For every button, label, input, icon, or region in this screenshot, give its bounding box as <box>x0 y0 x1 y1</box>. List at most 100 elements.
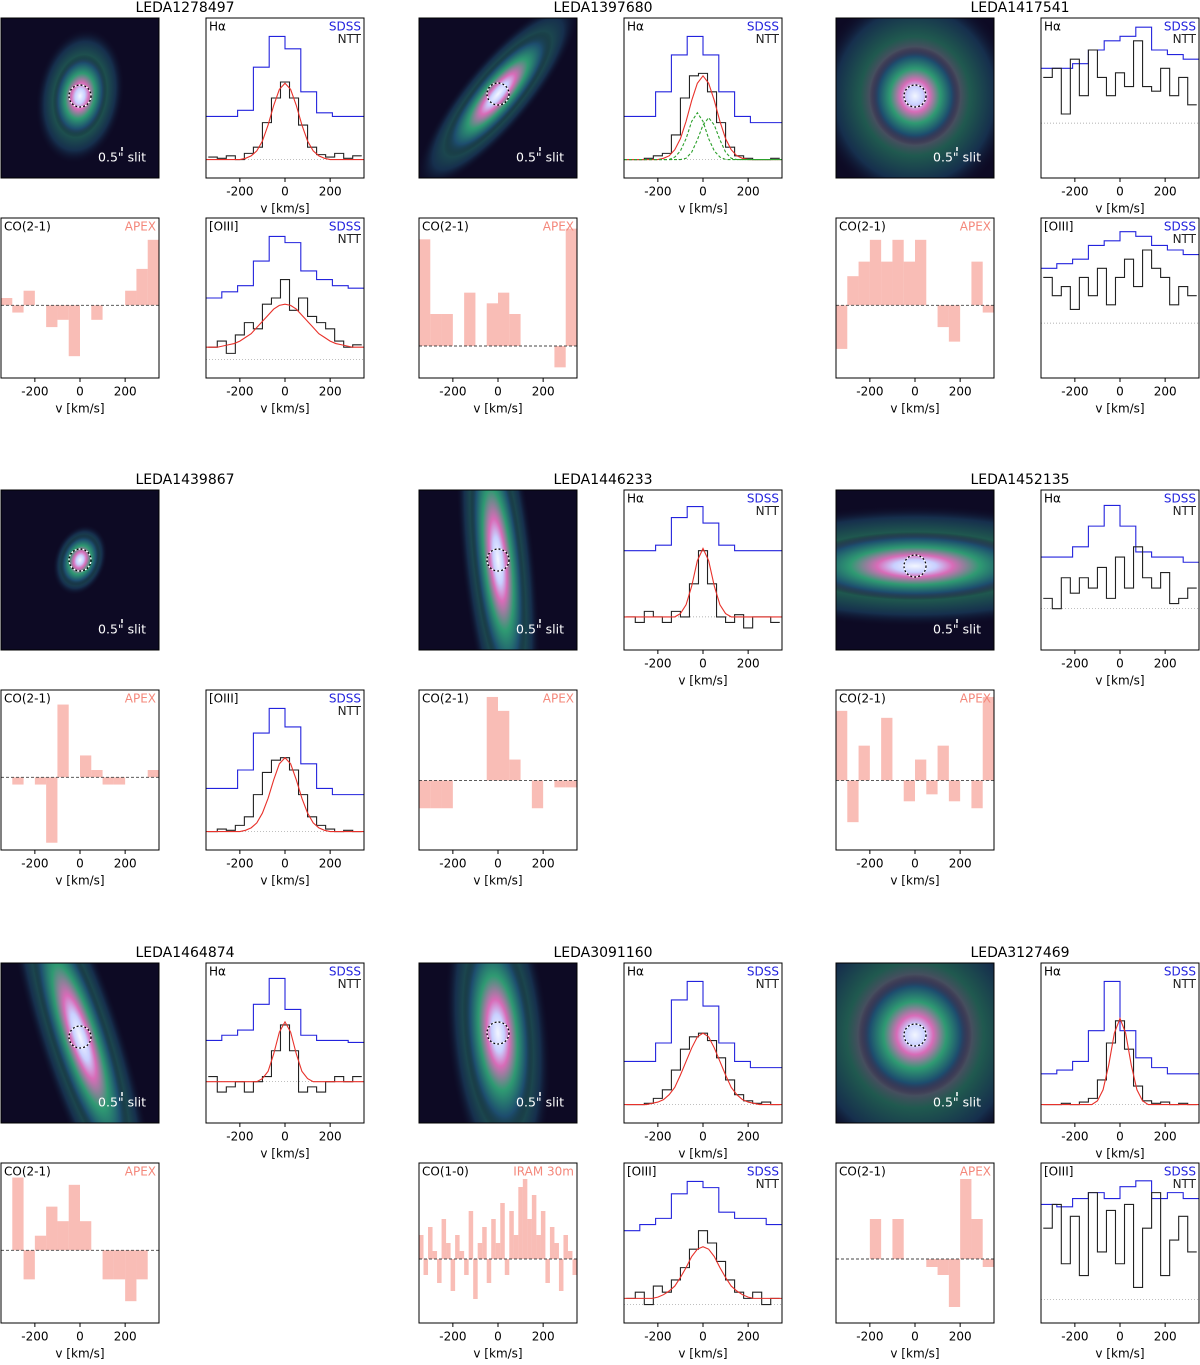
co-bar <box>565 780 577 788</box>
galaxy-title: LEDA1446233 <box>553 472 652 488</box>
x-tick-label: 200 <box>319 857 342 871</box>
spectrum-plot <box>206 235 364 360</box>
galaxy-image <box>836 963 994 1123</box>
slit-label: 0.5" slit <box>933 622 981 637</box>
x-tick-label: 200 <box>1154 1330 1177 1344</box>
x-tick-label: 200 <box>949 385 972 399</box>
galaxy-image <box>1 490 159 650</box>
slit-label: 0.5" slit <box>98 622 146 637</box>
image-frame <box>418 489 578 651</box>
x-axis-label: v [km/s] <box>473 402 522 416</box>
co-bar <box>881 261 893 306</box>
galaxy-body <box>29 963 131 1123</box>
step-spectrum <box>1043 546 1197 610</box>
legend-entry: APEX <box>125 220 156 234</box>
co-bar <box>450 1259 456 1291</box>
x-tick-label: -200 <box>644 657 671 671</box>
x-axis-label: v [km/s] <box>260 402 309 416</box>
co-bar <box>567 1251 573 1259</box>
co-bar <box>903 780 915 802</box>
spectrum-plot <box>836 1179 994 1307</box>
aperture-dark <box>486 1021 510 1045</box>
line-label: [OIII] <box>1044 220 1073 234</box>
step-spectrum <box>208 278 362 354</box>
x-tick-label: 0 <box>1116 1330 1124 1344</box>
x-tick-label: -200 <box>856 1330 883 1344</box>
line-label: CO(2-1) <box>4 1165 51 1179</box>
x-tick-label: 200 <box>1154 657 1177 671</box>
slit-label: 0.5" slit <box>933 1095 981 1110</box>
x-tick-label: 0 <box>1116 185 1124 199</box>
co-bar <box>881 717 893 781</box>
legend-entry: NTT <box>1173 232 1197 246</box>
x-tick-label: 200 <box>737 1130 760 1144</box>
x-axis-label: v [km/s] <box>473 874 522 888</box>
co-bar <box>836 305 848 349</box>
x-tick-label: 200 <box>532 1330 555 1344</box>
co-bar <box>80 755 92 778</box>
co-bar <box>430 314 442 346</box>
co-bar <box>509 1211 514 1259</box>
x-tick-label: -200 <box>1061 657 1088 671</box>
co-bar <box>125 1250 137 1302</box>
spectrum-plot <box>836 239 994 349</box>
x-tick-label: -200 <box>439 385 466 399</box>
galaxy-body <box>836 531 994 601</box>
co-bar <box>441 780 453 809</box>
co-bar <box>937 1259 949 1275</box>
image-frame <box>0 489 160 651</box>
legend-entry: SDSS <box>747 1165 779 1179</box>
aperture-dark <box>68 548 92 572</box>
x-axis-label: v [km/s] <box>260 1147 309 1161</box>
co-bar <box>91 770 103 778</box>
x-tick-label: 200 <box>114 1330 137 1344</box>
co-bar <box>498 710 510 781</box>
image-frame <box>0 962 160 1124</box>
legend-entry: APEX <box>125 1165 156 1179</box>
co-bar <box>423 1259 429 1275</box>
image-frame <box>835 962 995 1124</box>
co-bar <box>565 228 577 346</box>
co-bar <box>971 1219 983 1259</box>
spectrum-plot <box>836 696 994 823</box>
co-bar <box>572 1259 577 1275</box>
x-tick-label: 0 <box>494 385 502 399</box>
step-spectrum <box>1041 26 1199 69</box>
legend-entry: APEX <box>125 692 156 706</box>
co-bar <box>971 780 983 809</box>
aperture-light <box>68 84 92 108</box>
co-bar <box>486 1259 492 1283</box>
aperture-light <box>486 1021 510 1045</box>
co-bar <box>432 1251 438 1259</box>
step-spectrum <box>1041 231 1199 269</box>
co-bar <box>982 1259 994 1267</box>
x-tick-label: 200 <box>737 1330 760 1344</box>
aperture-dark <box>486 82 510 106</box>
co-bar <box>960 1179 972 1259</box>
aperture-light <box>486 548 510 572</box>
fit-curve <box>206 756 364 833</box>
x-tick-label: 200 <box>114 385 137 399</box>
legend-entry: NTT <box>338 232 362 246</box>
legend-entry: NTT <box>338 977 362 991</box>
co-bar <box>477 1243 483 1259</box>
aperture-dark <box>68 1025 92 1049</box>
line-label: Hα <box>1044 492 1061 506</box>
co-bar <box>68 1184 80 1251</box>
legend-entry: SDSS <box>1164 220 1196 234</box>
legend-entry: SDSS <box>1164 965 1196 979</box>
line-label: CO(2-1) <box>4 692 51 706</box>
galaxy-image <box>419 490 577 650</box>
fit-component <box>624 111 782 161</box>
co-bar <box>468 1211 474 1259</box>
x-tick-label: 200 <box>114 857 137 871</box>
x-tick-label: 0 <box>911 1330 919 1344</box>
legend-entry: SDSS <box>747 20 779 34</box>
co-bar <box>482 1227 487 1259</box>
legend-entry: NTT <box>756 1177 780 1191</box>
x-axis-label: v [km/s] <box>260 874 309 888</box>
x-tick-label: -200 <box>644 1130 671 1144</box>
line-label: [OIII] <box>627 1165 656 1179</box>
co-bar <box>948 780 961 802</box>
